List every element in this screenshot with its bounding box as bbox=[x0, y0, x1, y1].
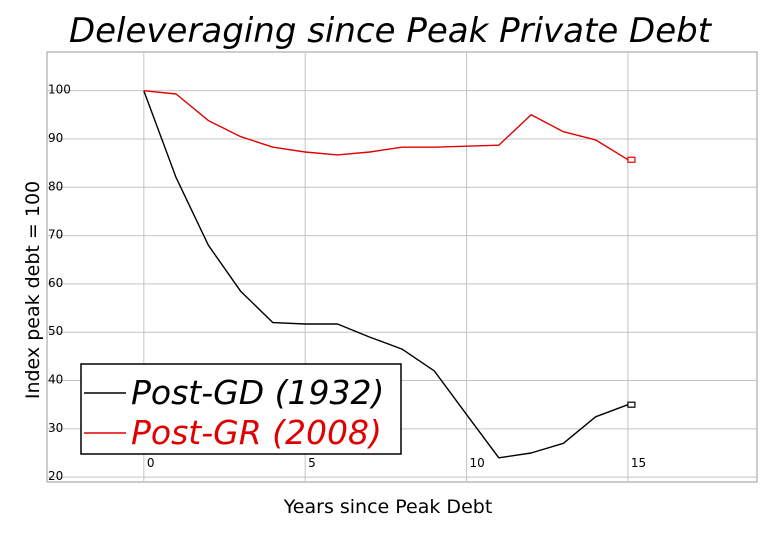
series-line-1 bbox=[143, 90, 629, 161]
y-axis-ticks: 20 30 40 50 60 70 80 90 100 bbox=[48, 83, 71, 484]
x-axis-ticks: 0 5 10 15 bbox=[147, 456, 646, 470]
legend: Post-GD (1932) Post-GR (2008) bbox=[80, 363, 402, 455]
legend-label-post-gr: Post-GR (2008) bbox=[131, 413, 382, 452]
y-tick-label: 30 bbox=[48, 421, 63, 435]
y-tick-label: 50 bbox=[48, 324, 63, 338]
series-end-marker-0 bbox=[627, 401, 636, 408]
series-end-marker-1 bbox=[627, 156, 636, 163]
vertical-gridlines bbox=[143, 52, 629, 482]
x-tick-label: 0 bbox=[147, 456, 155, 470]
y-tick-label: 100 bbox=[48, 83, 71, 97]
y-tick-label: 60 bbox=[48, 276, 63, 290]
y-tick-label: 20 bbox=[48, 469, 63, 483]
x-tick-label: 5 bbox=[308, 456, 316, 470]
legend-label-post-gd: Post-GD (1932) bbox=[131, 373, 384, 412]
y-tick-label: 90 bbox=[48, 131, 63, 145]
chart-title: Deleveraging since Peak Private Debt bbox=[69, 11, 713, 51]
series-lines bbox=[143, 90, 636, 459]
legend-box bbox=[80, 363, 402, 455]
y-axis-label: Index peak debt = 100 bbox=[22, 181, 44, 399]
y-tick-label: 80 bbox=[48, 179, 63, 193]
x-tick-label: 15 bbox=[631, 456, 646, 470]
x-tick-label: 10 bbox=[470, 456, 485, 470]
y-tick-label: 40 bbox=[48, 373, 63, 387]
y-tick-label: 70 bbox=[48, 228, 63, 242]
series-line-0 bbox=[143, 90, 629, 459]
x-axis-label: Years since Peak Debt bbox=[283, 496, 493, 518]
